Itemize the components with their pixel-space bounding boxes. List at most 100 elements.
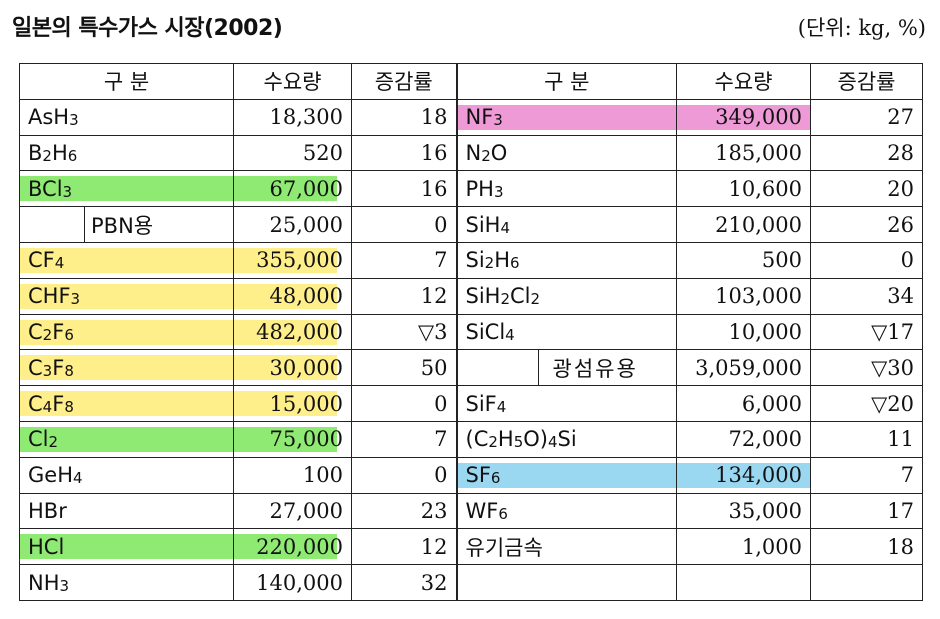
green-highlight: [20, 176, 233, 202]
change-value: 0: [434, 391, 448, 416]
left-demand-cell: 25,000: [233, 206, 352, 243]
demand-value: 72,000: [728, 427, 802, 452]
right-change-cell: 34: [810, 277, 923, 315]
formula-part: GeH: [28, 463, 73, 488]
change-value: ▽3: [417, 319, 448, 344]
gas-name: C3F8: [28, 356, 74, 380]
right-name-cell: SiCl4: [456, 313, 677, 351]
formula-part: Cl: [28, 427, 49, 452]
change-value: ▽30: [871, 355, 914, 380]
formula-subscript: 2: [530, 290, 541, 309]
table-row: NH3 140,000 32: [19, 564, 923, 601]
change-value: 16: [420, 140, 448, 165]
table-row: HBr 27,000 23 WF6 35,000 17: [19, 492, 923, 530]
green-highlight: [234, 176, 337, 202]
gas-name: 광섬유용: [553, 357, 638, 381]
formula-part: NF: [465, 105, 494, 130]
green-highlight: [20, 426, 233, 452]
green-highlight: [20, 534, 233, 560]
yellow-highlight: [234, 355, 337, 381]
left-demand-cell: 67,000: [233, 170, 352, 208]
header-demand-right: 수요량: [676, 63, 811, 100]
left-name-cell: Cl2: [19, 420, 234, 458]
table-row: Cl2 75,000 7 (C2H5O)4Si 72,000 11: [19, 420, 923, 458]
table-row: PBN용 25,000 0 SiH4 210,000 26: [19, 206, 923, 243]
demand-value: 15,000: [269, 391, 343, 416]
header-demand-left: 수요량: [233, 63, 352, 100]
gas-name: Cl2: [28, 427, 58, 451]
right-change-cell: 11: [810, 420, 923, 458]
left-name-cell: NH3: [19, 564, 234, 601]
right-change-cell: ▽20: [810, 385, 923, 422]
right-name-cell: 유기금속: [456, 528, 677, 566]
right-demand-cell: 35,000: [676, 492, 811, 530]
right-demand-cell: 185,000: [676, 134, 811, 172]
demand-value: 1,000: [741, 534, 802, 559]
formula-part: PBN용: [91, 213, 154, 238]
demand-value: 100: [302, 463, 343, 488]
left-change-cell: 18: [351, 98, 458, 136]
blue-highlight: [457, 462, 676, 488]
formula-part: SiF: [465, 391, 497, 416]
left-change-cell: 7: [351, 241, 458, 279]
formula-subscript: 6: [510, 254, 520, 273]
formula-subscript: 4: [547, 433, 558, 452]
header-row: 구 분 수요량 증감률 구 분 수요량 증감률: [19, 63, 923, 100]
formula-part: 광섬유용: [552, 356, 638, 381]
formula-subscript: 2: [500, 290, 511, 309]
formula-subscript: 4: [54, 254, 65, 273]
left-demand-cell: 100: [233, 456, 352, 494]
demand-value: 210,000: [715, 212, 802, 237]
gas-name: SiH2Cl2: [466, 284, 541, 308]
demand-value: 27,000: [269, 498, 343, 523]
yellow-highlight: [20, 283, 233, 309]
left-demand-cell: 27,000: [233, 492, 352, 530]
right-name-cell: SiH2Cl2: [456, 277, 677, 315]
formula-part: F: [52, 319, 65, 344]
left-name-cell: C2F6: [19, 313, 234, 351]
right-demand-cell: 349,000: [676, 98, 811, 136]
change-value: 7: [434, 427, 448, 452]
formula-subscript: 3: [59, 576, 70, 595]
yellow-highlight: [20, 355, 233, 381]
demand-value: 48,000: [269, 284, 343, 309]
formula-part: H: [51, 140, 68, 165]
change-value: 27: [887, 105, 914, 130]
gas-name: SiF4: [466, 392, 507, 416]
change-value: 32: [420, 570, 448, 595]
header-category-left: 구 분: [19, 63, 234, 100]
change-value: 17: [887, 498, 914, 523]
change-value: 23: [420, 498, 448, 523]
formula-part: NH: [28, 570, 60, 595]
header-change-left: 증감률: [351, 63, 458, 100]
formula-part: H: [497, 427, 514, 452]
formula-subscript: 8: [64, 397, 74, 416]
left-demand-cell: 355,000: [233, 241, 352, 279]
change-value: 18: [420, 105, 448, 130]
right-name-cell: SiF4: [456, 385, 677, 422]
left-change-cell: 7: [351, 420, 458, 458]
yellow-highlight: [234, 319, 337, 345]
left-change-cell: 16: [351, 170, 458, 208]
green-highlight: [234, 534, 337, 560]
formula-subscript: 2: [481, 146, 491, 165]
change-value: 28: [887, 140, 914, 165]
formula-part: C: [28, 355, 43, 380]
table-row: BCl3 67,000 16 PH3 10,600 20: [19, 170, 923, 208]
formula-part: Si: [557, 427, 577, 452]
indent-spacer: [458, 350, 539, 385]
unit-note: (단위: kg, %): [797, 16, 926, 40]
page-title: 일본의 특수가스 시장(2002): [12, 16, 283, 41]
yellow-highlight: [20, 247, 233, 273]
left-change-cell: 12: [351, 528, 458, 566]
yellow-highlight: [234, 283, 337, 309]
right-demand-cell: 72,000: [676, 420, 811, 458]
blue-highlight: [677, 462, 810, 488]
left-demand-cell: 140,000: [233, 564, 352, 601]
left-demand-cell: 15,000: [233, 385, 352, 422]
right-change-cell: 7: [810, 456, 923, 494]
left-name-cell: HBr: [19, 492, 234, 530]
right-demand-cell: 210,000: [676, 206, 811, 243]
formula-part: PH: [465, 176, 494, 201]
special-gas-table: 구 분 수요량 증감률 구 분 수요량 증감률 AsH3 18,300 18 NF3 3…: [19, 63, 923, 601]
